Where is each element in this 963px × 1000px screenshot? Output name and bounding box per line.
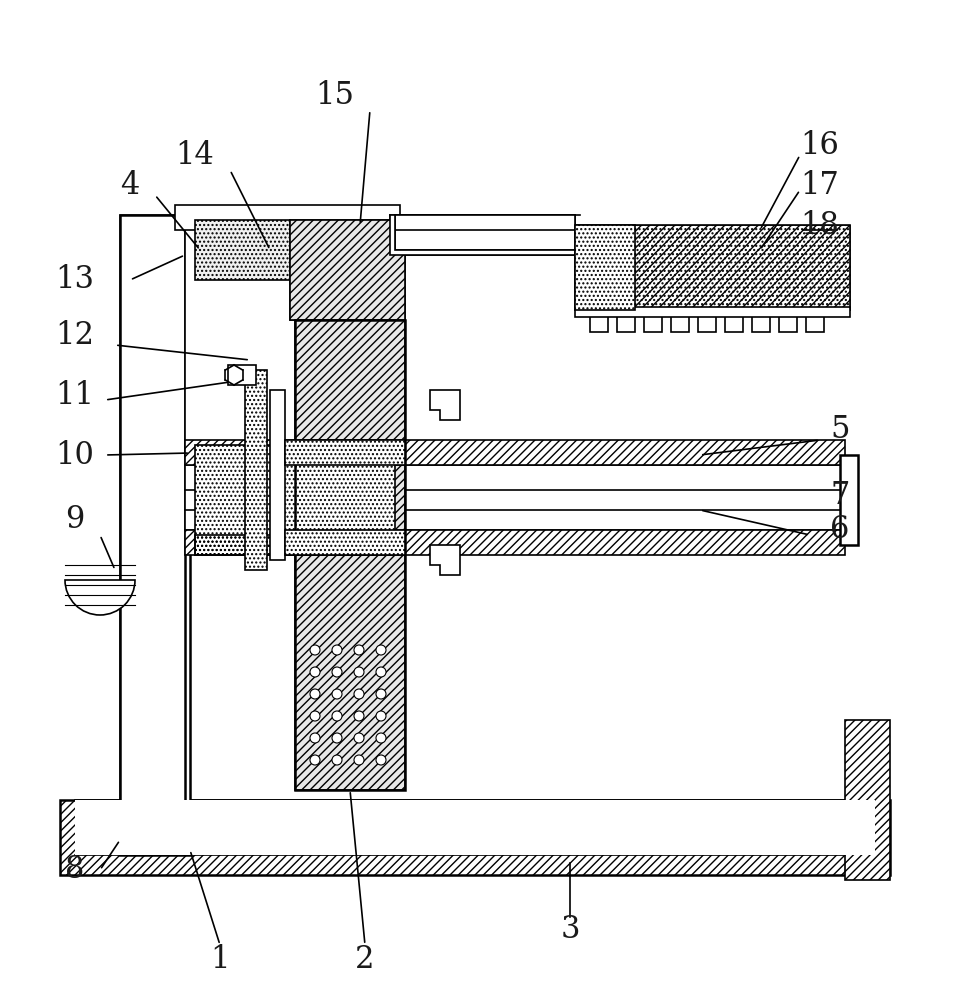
Bar — [270, 390, 285, 560]
Bar — [185, 215, 395, 455]
Circle shape — [354, 667, 364, 677]
Circle shape — [376, 755, 386, 765]
Polygon shape — [290, 220, 405, 320]
Bar — [120, 215, 190, 855]
Text: 17: 17 — [800, 169, 840, 200]
Circle shape — [332, 755, 342, 765]
Text: 5: 5 — [830, 414, 849, 446]
Bar — [752, 310, 770, 332]
Bar — [779, 310, 797, 332]
Bar — [285, 530, 405, 555]
Text: 7: 7 — [830, 480, 849, 510]
Circle shape — [354, 733, 364, 743]
Circle shape — [310, 645, 320, 655]
Bar — [228, 365, 256, 385]
Text: 2: 2 — [355, 944, 375, 976]
Polygon shape — [430, 390, 460, 420]
Bar — [698, 310, 716, 332]
Bar — [60, 800, 890, 875]
Circle shape — [376, 711, 386, 721]
Circle shape — [310, 689, 320, 699]
Bar — [575, 225, 850, 310]
Bar — [185, 530, 845, 555]
Wedge shape — [65, 580, 135, 615]
Bar — [575, 307, 850, 317]
Text: 14: 14 — [175, 139, 215, 170]
Bar — [575, 225, 850, 310]
Bar — [845, 720, 890, 880]
Bar — [644, 310, 662, 332]
Bar — [120, 215, 185, 805]
Bar — [295, 320, 405, 790]
Bar — [617, 310, 635, 332]
Text: 10: 10 — [56, 440, 94, 471]
Text: 18: 18 — [800, 210, 840, 240]
Circle shape — [310, 733, 320, 743]
Bar — [395, 215, 575, 250]
Bar — [75, 800, 875, 855]
Circle shape — [332, 733, 342, 743]
Circle shape — [376, 733, 386, 743]
Circle shape — [354, 689, 364, 699]
Bar — [195, 445, 395, 555]
Text: 3: 3 — [560, 914, 580, 946]
Bar — [245, 370, 267, 570]
Bar — [290, 220, 405, 320]
Circle shape — [354, 755, 364, 765]
Text: 1: 1 — [210, 944, 230, 976]
Polygon shape — [430, 545, 460, 575]
Text: 11: 11 — [56, 379, 94, 410]
Circle shape — [376, 667, 386, 677]
Circle shape — [332, 711, 342, 721]
Circle shape — [310, 755, 320, 765]
Bar — [671, 310, 689, 332]
Text: 16: 16 — [800, 129, 840, 160]
Circle shape — [332, 667, 342, 677]
Text: 13: 13 — [56, 264, 94, 296]
Text: 8: 8 — [65, 854, 85, 886]
Polygon shape — [295, 320, 405, 790]
Circle shape — [354, 711, 364, 721]
Text: 9: 9 — [65, 504, 85, 536]
Bar — [590, 310, 608, 332]
Text: 12: 12 — [56, 320, 94, 351]
Circle shape — [376, 689, 386, 699]
Circle shape — [332, 689, 342, 699]
Bar — [285, 440, 405, 465]
Bar — [185, 465, 845, 530]
Circle shape — [310, 711, 320, 721]
Bar — [175, 205, 400, 230]
Bar — [575, 225, 635, 310]
Bar — [195, 220, 290, 280]
Text: 6: 6 — [830, 514, 849, 546]
Text: 4: 4 — [120, 169, 140, 200]
Bar — [725, 310, 743, 332]
Text: 15: 15 — [316, 80, 354, 110]
Circle shape — [332, 645, 342, 655]
Bar — [395, 215, 575, 230]
Bar — [840, 455, 858, 545]
Bar — [195, 535, 395, 555]
Circle shape — [354, 645, 364, 655]
Circle shape — [376, 645, 386, 655]
Polygon shape — [390, 215, 575, 255]
Bar — [185, 440, 845, 465]
Bar — [806, 310, 824, 332]
Circle shape — [310, 667, 320, 677]
